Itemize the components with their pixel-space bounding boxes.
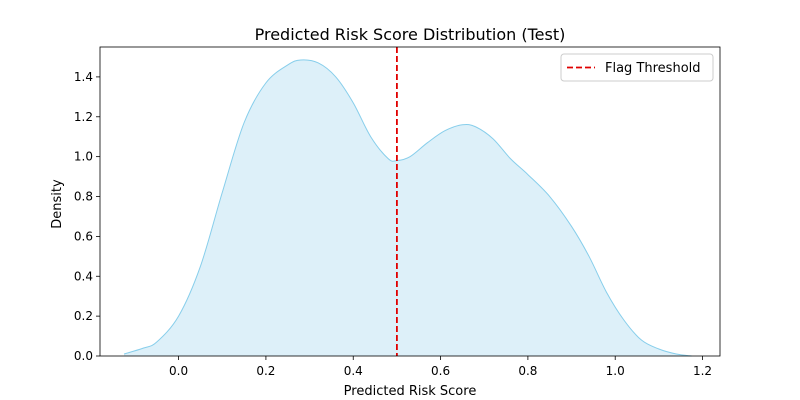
legend-box: [560, 53, 714, 82]
x-tick-label: 0.8: [518, 364, 537, 378]
x-tick-label: 0.0: [169, 364, 188, 378]
x-axis-ticks: 0.0 0.2 0.4 0.6 0.8 1.0 1.2: [169, 356, 712, 378]
chart-title: Predicted Risk Score Distribution (Test): [255, 25, 566, 44]
plot-area: [123, 47, 692, 357]
y-tick-label: 0.2: [74, 309, 93, 323]
density-curve: [123, 59, 692, 357]
legend-label-threshold: Flag Threshold: [605, 61, 701, 76]
y-axis-label: Density: [50, 179, 65, 229]
y-tick-label: 0.8: [74, 190, 93, 204]
y-axis-ticks: 0.0 0.2 0.4 0.6 0.8 1.0 1.2 1.4: [74, 70, 100, 363]
legend: Flag Threshold: [560, 53, 714, 82]
density-fill-area: [124, 59, 692, 356]
y-tick-label: 0.4: [74, 269, 93, 283]
x-tick-label: 0.2: [256, 364, 275, 378]
y-tick-label: 1.4: [74, 70, 93, 84]
y-tick-label: 1.2: [74, 110, 93, 124]
y-tick-label: 0.6: [74, 229, 93, 243]
y-tick-label: 1.0: [74, 150, 93, 164]
x-tick-label: 0.6: [431, 364, 450, 378]
y-tick-label: 0.0: [74, 349, 93, 363]
x-tick-label: 1.2: [693, 364, 712, 378]
plot-frame: [99, 46, 721, 357]
x-tick-label: 1.0: [606, 364, 625, 378]
x-axis-label: Predicted Risk Score: [344, 384, 477, 399]
x-tick-label: 0.4: [344, 364, 363, 378]
